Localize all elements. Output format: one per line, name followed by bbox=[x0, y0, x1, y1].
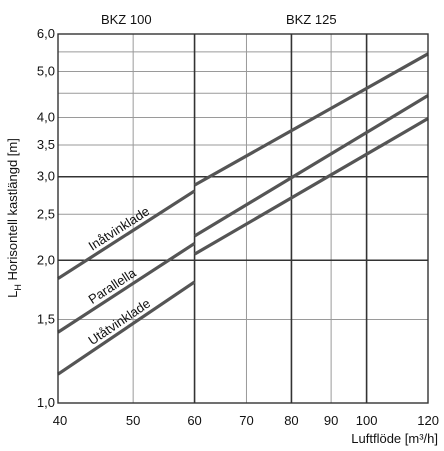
series-label-intvinklade: Inåtvinklade bbox=[86, 203, 153, 253]
series-layer bbox=[57, 52, 429, 376]
x-tick-label: 60 bbox=[187, 413, 201, 428]
y-tick-label: 6,0 bbox=[37, 26, 55, 41]
minor-grid bbox=[58, 34, 428, 403]
x-tick-label: 80 bbox=[284, 413, 298, 428]
series-line-intvinklade-1 bbox=[57, 189, 196, 280]
y-tick-label: 2,5 bbox=[37, 206, 55, 221]
major-grid bbox=[58, 34, 428, 403]
series-line-uttvinklade-1 bbox=[57, 280, 196, 376]
y-axis-title-rest: Horisontell kastlängd [m] bbox=[5, 138, 20, 284]
panel-labels: BKZ 100 BKZ 125 bbox=[101, 12, 337, 27]
y-tick-label: 4,0 bbox=[37, 110, 55, 125]
x-tick-labels: 40 50 60 70 80 90 100 120 bbox=[53, 413, 439, 428]
series-line-parallella-1 bbox=[57, 242, 196, 334]
x-tick-label: 120 bbox=[417, 413, 439, 428]
x-axis-title: Luftflöde [m³/h] bbox=[351, 431, 438, 446]
x-tick-label: 90 bbox=[324, 413, 338, 428]
y-tick-label: 3,0 bbox=[37, 169, 55, 184]
x-tick-label: 50 bbox=[126, 413, 140, 428]
y-tick-label: 5,0 bbox=[37, 64, 55, 79]
y-tick-label: 1,0 bbox=[37, 395, 55, 410]
y-axis-title-sub: H bbox=[13, 284, 23, 291]
y-axis-title: LH Horisontell kastlängd [m] bbox=[5, 138, 23, 298]
panel-label-2: BKZ 125 bbox=[286, 12, 337, 27]
series-line-uttvinklade-2 bbox=[193, 117, 429, 256]
plot-frame bbox=[57, 33, 429, 404]
series-line-parallella-2 bbox=[193, 94, 429, 238]
x-tick-label: 100 bbox=[356, 413, 378, 428]
y-axis-title-main: L bbox=[5, 291, 20, 298]
y-tick-label: 1,5 bbox=[37, 311, 55, 326]
x-tick-label: 70 bbox=[239, 413, 253, 428]
panel-label-1: BKZ 100 bbox=[101, 12, 152, 27]
y-tick-labels: 1,0 1,5 2,0 2,5 3,0 3,5 4,0 5,0 6,0 bbox=[37, 26, 55, 410]
y-tick-label: 2,0 bbox=[37, 252, 55, 267]
x-tick-label: 40 bbox=[53, 413, 67, 428]
y-tick-label: 3,5 bbox=[37, 137, 55, 152]
series-line-intvinklade-2 bbox=[193, 52, 429, 187]
